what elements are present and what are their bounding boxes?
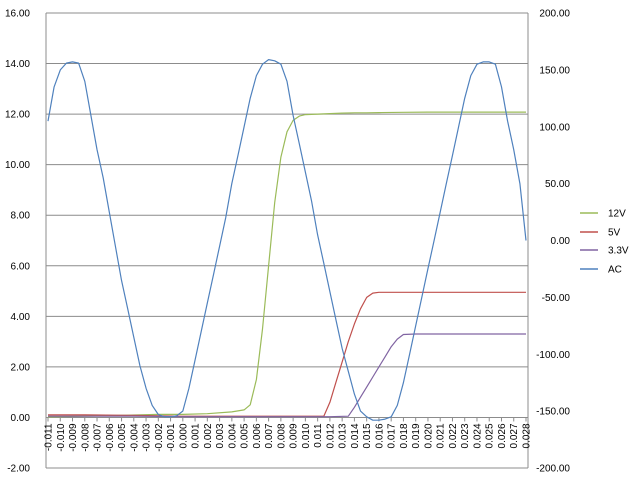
left-tick-label: 4.00 — [11, 312, 31, 323]
x-tick-label: 0.007 — [264, 423, 275, 448]
x-tick-label: 0.028 — [522, 423, 533, 448]
x-tick-label: 0.022 — [448, 423, 459, 448]
left-tick-label: 14.00 — [5, 59, 30, 70]
x-tick-label: 0.011 — [313, 423, 324, 448]
legend-label: 5V — [608, 228, 621, 239]
series-line-ac — [47, 58, 527, 421]
x-tick-label: 0.016 — [374, 423, 385, 448]
x-tick-label: -0.005 — [117, 423, 128, 452]
left-axis-tick-labels: -2.00 0.00 2.00 4.00 6.00 8.00 10.00 12.00 14.00… — [5, 9, 30, 475]
x-tick-label: 0.023 — [460, 423, 471, 448]
x-tick-label: -0.001 — [166, 423, 177, 452]
series-lines — [47, 58, 527, 421]
x-tick-label: -0.009 — [68, 423, 79, 452]
x-tick-label: 0.019 — [411, 423, 422, 448]
left-tick-label: 2.00 — [11, 362, 31, 373]
series-line-5v — [48, 291, 526, 417]
x-tick-label: -0.008 — [80, 423, 91, 452]
x-tick-label: 0.006 — [252, 423, 263, 448]
left-tick-label: 10.00 — [5, 160, 30, 171]
x-tick-label: 0.026 — [497, 423, 508, 448]
x-tick-label: -0.002 — [154, 423, 165, 452]
x-axis-tick-labels: -0.011 -0.010 -0.009 -0.008 -0.007 -0.006 -0.0… — [44, 423, 533, 452]
x-tick-label: 0.027 — [509, 423, 520, 448]
x-tick-label: 0.020 — [423, 423, 434, 448]
x-tick-label: 0.017 — [387, 423, 398, 448]
x-tick-label: 0.014 — [350, 423, 361, 448]
right-tick-label: -200.00 — [536, 464, 570, 475]
right-tick-label: 100.00 — [539, 122, 570, 133]
left-tick-label: 12.00 — [5, 110, 30, 121]
series-line-3-3v — [48, 333, 526, 418]
x-tick-label: 0.002 — [203, 423, 214, 448]
x-tick-label: 0.001 — [191, 423, 202, 448]
x-tick-label: 0.004 — [227, 423, 238, 448]
x-tick-label: -0.007 — [93, 423, 104, 452]
left-tick-label: 8.00 — [11, 211, 31, 222]
x-tick-label: 0.008 — [276, 423, 287, 448]
series-line-12v — [47, 111, 526, 418]
right-tick-label: -50.00 — [542, 293, 571, 304]
right-tick-label: 200.00 — [539, 9, 570, 20]
x-tick-label: -0.010 — [56, 423, 67, 452]
x-tick-label: 0.013 — [338, 423, 349, 448]
x-tick-label: -0.006 — [105, 423, 116, 452]
x-tick-label: 0.018 — [399, 423, 410, 448]
x-tick-label: -0.004 — [129, 423, 140, 452]
left-tick-label: 0.00 — [11, 413, 31, 424]
x-tick-label: 0.000 — [178, 423, 189, 448]
x-tick-label: 0.005 — [240, 423, 251, 448]
x-tick-label: 0.025 — [485, 423, 496, 448]
x-tick-label: -0.011 — [44, 423, 55, 451]
right-tick-label: 50.00 — [545, 179, 570, 190]
left-tick-label: -2.00 — [7, 464, 30, 475]
left-tick-label: 16.00 — [5, 9, 30, 20]
left-tick-label: 6.00 — [11, 261, 31, 272]
x-tick-label: 0.024 — [472, 423, 483, 448]
legend: 12V 5V 3.3V AC — [580, 209, 629, 276]
x-tick-label: -0.003 — [142, 423, 153, 452]
x-tick-label: 0.009 — [289, 423, 300, 448]
right-tick-label: -150.00 — [536, 407, 570, 418]
x-tick-label: 0.021 — [436, 423, 447, 448]
right-tick-label: 150.00 — [539, 65, 570, 76]
legend-label: AC — [608, 265, 622, 276]
x-tick-label: 0.003 — [215, 423, 226, 448]
right-axis-tick-labels: -200.00 -150.00 -100.00 -50.00 0.00 50.00 100.… — [536, 9, 570, 475]
x-tick-label: 0.015 — [362, 423, 373, 448]
x-tick-label: 0.010 — [301, 423, 312, 448]
legend-label: 3.3V — [608, 246, 629, 257]
axes — [45, 13, 529, 468]
right-tick-label: -100.00 — [536, 350, 570, 361]
x-tick-label: 0.012 — [325, 423, 336, 448]
legend-label: 12V — [608, 209, 626, 220]
right-tick-label: 0.00 — [551, 236, 571, 247]
